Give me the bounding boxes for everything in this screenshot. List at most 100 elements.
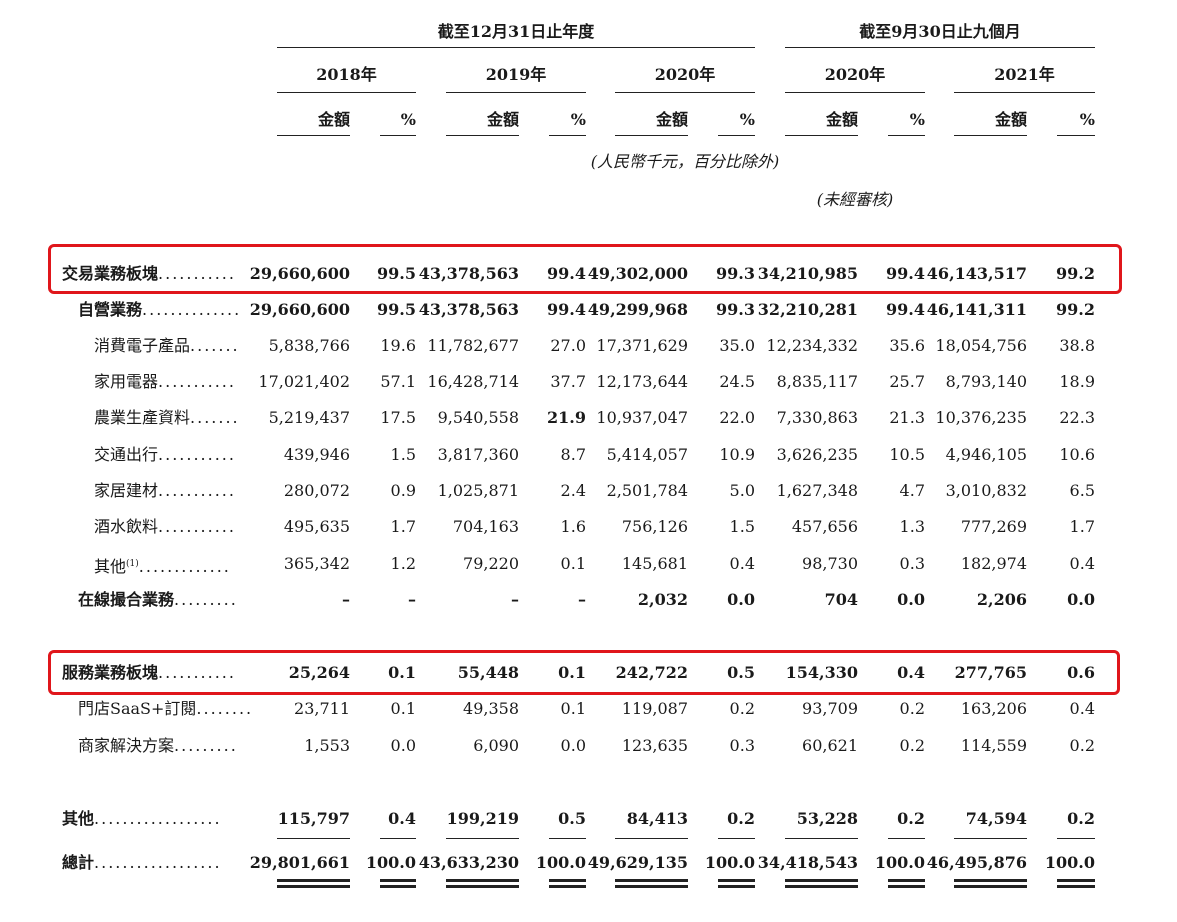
amount-cell: 3,010,832 [945,481,1027,500]
percent-cell: 0.0 [390,736,416,755]
percent-cell: 100.0 [704,853,755,872]
amount-cell: 9,540,558 [437,408,519,427]
amount-header: 金額 [317,110,350,129]
rule [718,135,755,136]
leader-dots: ........ [196,699,254,718]
leader-dots: ....... [190,408,240,427]
percent-cell: 1.3 [899,517,925,536]
percent-cell: – [408,590,416,609]
rule [888,135,925,136]
amount-cell: 16,428,714 [427,372,519,391]
double-underline [380,879,416,882]
group-header-nine-months: 截至9月30日止九個月 [859,22,1021,41]
rule [718,838,755,839]
percent-cell: 0.2 [1069,736,1095,755]
percent-cell: 99.4 [886,300,925,319]
percent-cell: 0.4 [729,554,755,573]
amount-cell: 119,087 [621,699,688,718]
amount-cell: 49,302,000 [587,264,688,283]
double-underline [615,879,688,882]
amount-cell: 46,143,517 [926,264,1027,283]
amount-cell: 8,835,117 [776,372,858,391]
row-label: 家居建材........... [94,481,236,500]
amount-header: 金額 [994,110,1027,129]
amount-cell: 2,206 [976,590,1027,609]
percent-cell: 25.7 [889,372,925,391]
percent-cell: 8.7 [560,445,586,464]
row-label: 總計.................. [62,853,222,872]
row-label: 家用電器........... [94,372,236,391]
leader-dots: ........... [158,517,236,536]
amount-cell: 25,264 [288,663,350,682]
percent-cell: 17.5 [380,408,416,427]
double-underline [549,885,586,888]
highlight-box-services [48,650,1120,695]
rule [277,838,350,839]
double-underline [954,879,1027,882]
amount-cell: 5,838,766 [268,336,350,355]
footnote-marker: (1) [126,559,139,569]
amount-cell: 43,633,230 [418,853,519,872]
percent-cell: 0.2 [727,809,755,828]
rule [954,135,1027,136]
amount-cell: 457,656 [791,517,858,536]
rule [954,92,1095,93]
leader-dots: ......... [174,590,238,609]
double-underline [615,885,688,888]
amount-cell: 280,072 [283,481,350,500]
amount-cell: 439,946 [283,445,350,464]
amount-cell: 17,021,402 [258,372,350,391]
rule [785,135,858,136]
unaudited-note: (未經審核) [816,190,894,209]
amount-cell: 79,220 [463,554,519,573]
double-underline [718,885,755,888]
leader-dots: .............. [142,300,242,319]
percent-cell: 99.4 [547,300,586,319]
percent-cell: 5.0 [729,481,755,500]
percent-cell: 1.6 [560,517,586,536]
leader-dots: ........... [158,445,236,464]
percent-cell: 1.5 [729,517,755,536]
amount-cell: 29,660,600 [249,264,350,283]
percent-cell: 0.5 [558,809,586,828]
leader-dots: ......... [174,736,238,755]
percent-cell: 21.9 [547,408,586,427]
percent-cell: – [578,590,586,609]
amount-cell: 18,054,756 [935,336,1027,355]
amount-cell: 242,722 [615,663,688,682]
amount-cell: 46,495,876 [926,853,1027,872]
amount-cell: 163,206 [960,699,1027,718]
percent-cell: 0.4 [1069,554,1095,573]
percent-cell: 4.7 [899,481,925,500]
percent-cell: 35.6 [889,336,925,355]
row-label: 其他(1)............. [94,557,231,576]
double-underline [888,885,925,888]
amount-cell: 12,173,644 [596,372,688,391]
amount-cell: 23,711 [294,699,350,718]
amount-cell: 34,418,543 [757,853,858,872]
amount-cell: 182,974 [960,554,1027,573]
percent-cell: 0.0 [727,590,755,609]
amount-cell: 55,448 [457,663,519,682]
row-label: 其他.................. [62,809,222,828]
leader-dots: ........... [158,481,236,500]
amount-cell: 7,330,863 [776,408,858,427]
percent-cell: 21.3 [889,408,925,427]
group-header-year-end: 截至12月31日止年度 [437,22,595,41]
leader-dots: ........... [158,663,236,682]
percent-cell: 35.0 [719,336,755,355]
amount-cell: 12,234,332 [766,336,858,355]
amount-cell: 154,330 [785,663,858,682]
row-label: 商家解決方案......... [78,736,238,755]
percent-cell: 99.2 [1056,264,1095,283]
percent-cell: 100.0 [1044,853,1095,872]
percent-cell: 99.3 [716,264,755,283]
rule [615,838,688,839]
amount-cell: 3,817,360 [437,445,519,464]
amount-cell: 3,626,235 [776,445,858,464]
amount-header: 金額 [655,110,688,129]
percent-cell: 99.4 [547,264,586,283]
amount-cell: – [342,590,350,609]
amount-cell: 1,025,871 [437,481,519,500]
rule [1057,135,1095,136]
